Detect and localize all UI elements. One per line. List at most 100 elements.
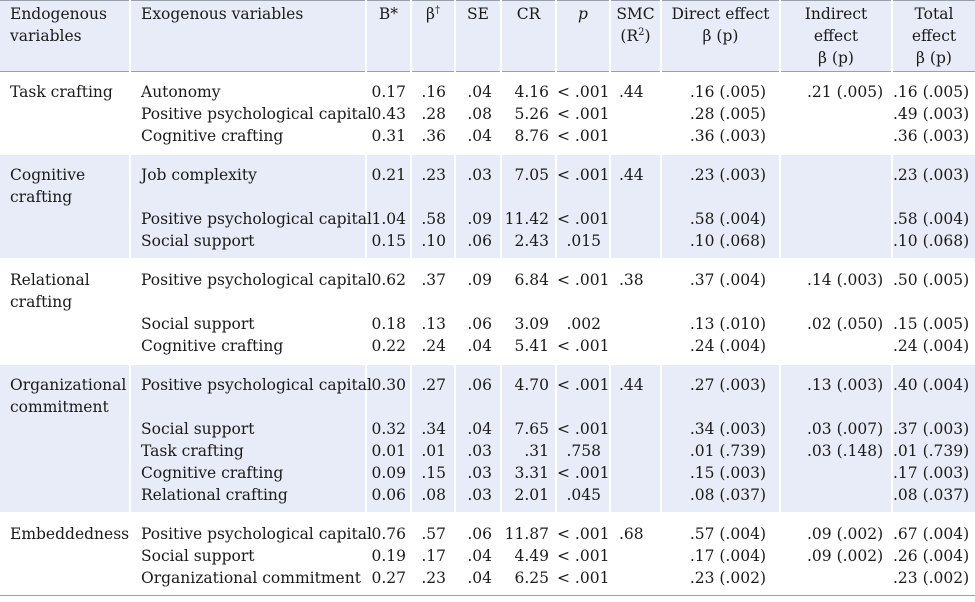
cell-beta: .10 xyxy=(410,230,455,258)
cell-cr: .31 xyxy=(500,440,556,462)
cell-indirect-effect xyxy=(779,335,892,363)
cell-smc: .38 xyxy=(609,260,661,313)
cell-cr: 3.09 xyxy=(500,313,556,335)
cell-se: .04 xyxy=(454,125,501,153)
cell-direct-effect: .58 (.004) xyxy=(660,208,780,230)
cell-p: < .001 xyxy=(555,155,610,208)
cell-cr: 3.31 xyxy=(500,462,556,484)
cell-direct-effect: .23 (.002) xyxy=(660,567,780,595)
cell-se: .03 xyxy=(454,440,501,462)
cell-direct-effect: .37 (.004) xyxy=(660,260,780,313)
cell-indirect-effect: .14 (.003) xyxy=(779,260,892,313)
cell-indirect-effect: .03 (.148) xyxy=(779,440,892,462)
endogenous-variable xyxy=(0,313,130,335)
cell-p: < .001 xyxy=(555,71,610,103)
cell-p: < .001 xyxy=(555,418,610,440)
header-endogenous: Endogenous variables xyxy=(0,0,130,72)
cell-indirect-effect: .13 (.003) xyxy=(779,365,892,418)
cell-beta: .57 xyxy=(410,514,455,545)
cell-p: < .001 xyxy=(555,260,610,313)
endogenous-variable xyxy=(0,230,130,258)
cell-b: 0.27 xyxy=(365,567,411,595)
cell-total-effect: .16 (.005) xyxy=(891,71,975,103)
table-row: Social support 0.32.34.04 7.65 < .001 .34 (.… xyxy=(0,418,975,440)
cell-direct-effect: .36 (.003) xyxy=(660,125,780,153)
cell-direct-effect: .13 (.010) xyxy=(660,313,780,335)
cell-cr: 7.65 xyxy=(500,418,556,440)
cell-direct-effect: .27 (.003) xyxy=(660,365,780,418)
cell-cr: 11.87 xyxy=(500,514,556,545)
cell-p: < .001 xyxy=(555,335,610,363)
cell-beta: .16 xyxy=(410,71,455,103)
exogenous-variable: Cognitive crafting xyxy=(129,335,366,363)
table-row: Organizational commitment Positive psycho… xyxy=(0,365,975,418)
cell-p: .002 xyxy=(555,313,610,335)
table-body: Task crafting Autonomy 0.17.16.04 4.16 < .00… xyxy=(0,71,975,595)
cell-indirect-effect xyxy=(779,462,892,484)
cell-cr: 2.01 xyxy=(500,484,556,512)
exogenous-variable: Positive psychological capital xyxy=(129,365,372,418)
cell-p: < .001 xyxy=(555,462,610,484)
header-exogenous: Exogenous variables xyxy=(129,0,366,72)
exogenous-variable: Organizational commitment xyxy=(129,567,366,595)
cell-se: .06 xyxy=(454,313,501,335)
cell-b: 0.43 xyxy=(365,103,411,125)
cell-b: 0.76 xyxy=(365,514,411,545)
endogenous-variable: Embeddedness xyxy=(10,525,130,543)
cell-cr: 6.84 xyxy=(500,260,556,313)
cell-p: .758 xyxy=(555,440,610,462)
cell-b: 0.19 xyxy=(365,545,411,567)
cell-beta: .08 xyxy=(410,484,455,512)
cell-total-effect: .58 (.004) xyxy=(891,208,975,230)
cell-total-effect: .40 (.004) xyxy=(891,365,975,418)
cell-indirect-effect: .03 (.007) xyxy=(779,418,892,440)
cell-se: .04 xyxy=(454,335,501,363)
cell-se: .03 xyxy=(454,155,501,208)
cell-indirect-effect xyxy=(779,208,892,230)
cell-smc: .44 xyxy=(609,155,661,208)
cell-cr: 5.26 xyxy=(500,103,556,125)
cell-smc: .68 xyxy=(609,514,661,545)
cell-total-effect: .37 (.003) xyxy=(891,418,975,440)
endogenous-variable xyxy=(0,440,130,462)
cell-b: 0.22 xyxy=(365,335,411,363)
header-beta: β† xyxy=(410,0,455,72)
cell-smc xyxy=(609,545,661,567)
cell-smc: .44 xyxy=(609,71,661,103)
cell-cr: 7.05 xyxy=(500,155,556,208)
exogenous-variable: Positive psychological capital xyxy=(129,260,372,313)
cell-cr: 6.25 xyxy=(500,567,556,595)
table-row: Social support 0.15.10.06 2.43.015 .10 (.06… xyxy=(0,230,975,258)
cell-b: 0.62 xyxy=(365,260,411,313)
cell-b: 1.04 xyxy=(365,208,411,230)
cell-se: .03 xyxy=(454,484,501,512)
cell-cr: 8.76 xyxy=(500,125,556,153)
cell-total-effect: .49 (.003) xyxy=(891,103,975,125)
cell-p: .015 xyxy=(555,230,610,258)
cell-direct-effect: .28 (.005) xyxy=(660,103,780,125)
cell-direct-effect: .01 (.739) xyxy=(660,440,780,462)
cell-indirect-effect: .02 (.050) xyxy=(779,313,892,335)
cell-se: .04 xyxy=(454,71,501,103)
cell-se: .04 xyxy=(454,567,501,595)
endogenous-variable: Relational crafting xyxy=(10,271,90,311)
cell-total-effect: .17 (.003) xyxy=(891,462,975,484)
cell-b: 0.09 xyxy=(365,462,411,484)
exogenous-variable: Relational crafting xyxy=(129,484,366,512)
cell-smc xyxy=(609,440,661,462)
cell-direct-effect: .16 (.005) xyxy=(660,71,780,103)
cell-p: < .001 xyxy=(555,103,610,125)
cell-b: 0.18 xyxy=(365,313,411,335)
cell-smc xyxy=(609,230,661,258)
endogenous-variable xyxy=(0,208,130,230)
exogenous-variable: Job complexity xyxy=(129,155,366,208)
header-se: SE xyxy=(454,0,501,72)
cell-b: 0.21 xyxy=(365,155,411,208)
endogenous-variable: Organizational commitment xyxy=(0,365,130,418)
cell-direct-effect: .08 (.037) xyxy=(660,484,780,512)
cell-p: .045 xyxy=(555,484,610,512)
cell-indirect-effect xyxy=(779,230,892,258)
cell-beta: .13 xyxy=(410,313,455,335)
cell-b: 0.31 xyxy=(365,125,411,153)
exogenous-variable: Social support xyxy=(129,418,366,440)
